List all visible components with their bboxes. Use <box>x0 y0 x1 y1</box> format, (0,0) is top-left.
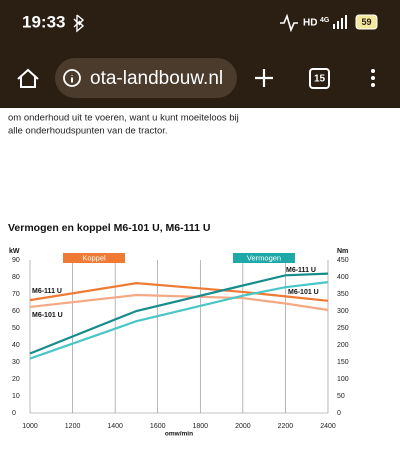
y-tick-label: 70 <box>12 291 20 298</box>
series-line <box>29 282 329 302</box>
x-axis-label: omw/min <box>165 431 193 438</box>
battery-icon <box>355 14 378 30</box>
legend-label: Koppel <box>82 253 106 262</box>
url-text: ota-landbouw.nl <box>90 68 223 89</box>
legend-box <box>233 253 295 263</box>
body-text: alle onderhoudspunten van de tractor. <box>8 126 168 137</box>
y-tick-label: 60 <box>12 308 20 315</box>
series-label: M6-111 U <box>32 288 62 295</box>
signal-type: 4G <box>320 17 330 24</box>
series-label: M6-101 U <box>32 312 63 319</box>
chart-title: Vermogen en koppel M6-101 U, M6-111 U <box>8 222 211 234</box>
y2-axis-label: Nm <box>337 248 348 255</box>
y-tick-label: 80 <box>12 274 20 281</box>
x-tick-label: 2400 <box>320 423 336 430</box>
y-tick-label: 90 <box>12 257 20 264</box>
y2-tick-label: 300 <box>337 308 349 315</box>
bluetooth-icon <box>73 14 85 33</box>
info-icon[interactable] <box>63 69 81 87</box>
activity-icon <box>280 13 298 33</box>
x-tick-label: 1400 <box>107 423 123 430</box>
series-label: M6-111 U <box>286 267 316 274</box>
y2-tick-label: 150 <box>337 359 349 366</box>
x-tick-label: 2000 <box>235 423 251 430</box>
x-tick-label: 2200 <box>278 423 294 430</box>
battery-level: 59 <box>361 17 371 27</box>
x-tick-label: 1000 <box>22 423 38 430</box>
body-text: om onderhoud uit te voeren, want u kunt … <box>8 113 239 124</box>
y-tick-label: 0 <box>12 410 16 417</box>
y-tick-label: 10 <box>12 393 20 400</box>
clock: 19:33 <box>22 12 65 31</box>
x-tick-label: 1200 <box>65 423 81 430</box>
y-tick-label: 30 <box>12 359 20 366</box>
tab-count: 15 <box>314 74 326 85</box>
y2-tick-label: 0 <box>337 410 341 417</box>
tabs-button[interactable] <box>309 68 330 89</box>
new-tab-button[interactable] <box>255 69 273 87</box>
signal-icon <box>333 15 347 29</box>
x-tick-label: 1800 <box>192 423 208 430</box>
series-line <box>29 272 329 355</box>
y2-tick-label: 250 <box>337 325 349 332</box>
y2-tick-label: 200 <box>337 342 349 349</box>
series-line <box>29 293 329 312</box>
url-bar[interactable] <box>55 58 237 98</box>
y-tick-label: 20 <box>12 376 20 383</box>
legend-label: Vermogen <box>247 253 281 262</box>
legend-box <box>63 253 125 263</box>
y2-tick-label: 450 <box>337 257 349 264</box>
home-button[interactable] <box>17 68 39 88</box>
y-tick-label: 40 <box>12 342 20 349</box>
menu-button[interactable] <box>371 69 375 87</box>
series-label: M6-101 U <box>288 289 319 296</box>
y-tick-label: 50 <box>12 325 20 332</box>
y2-tick-label: 400 <box>337 274 349 281</box>
network-type: HD <box>303 18 317 29</box>
y-axis-label: kW <box>9 248 20 255</box>
y2-tick-label: 350 <box>337 291 349 298</box>
series-line <box>29 281 329 360</box>
y2-tick-label: 100 <box>337 376 349 383</box>
x-tick-label: 1600 <box>150 423 166 430</box>
y2-tick-label: 50 <box>337 393 345 400</box>
